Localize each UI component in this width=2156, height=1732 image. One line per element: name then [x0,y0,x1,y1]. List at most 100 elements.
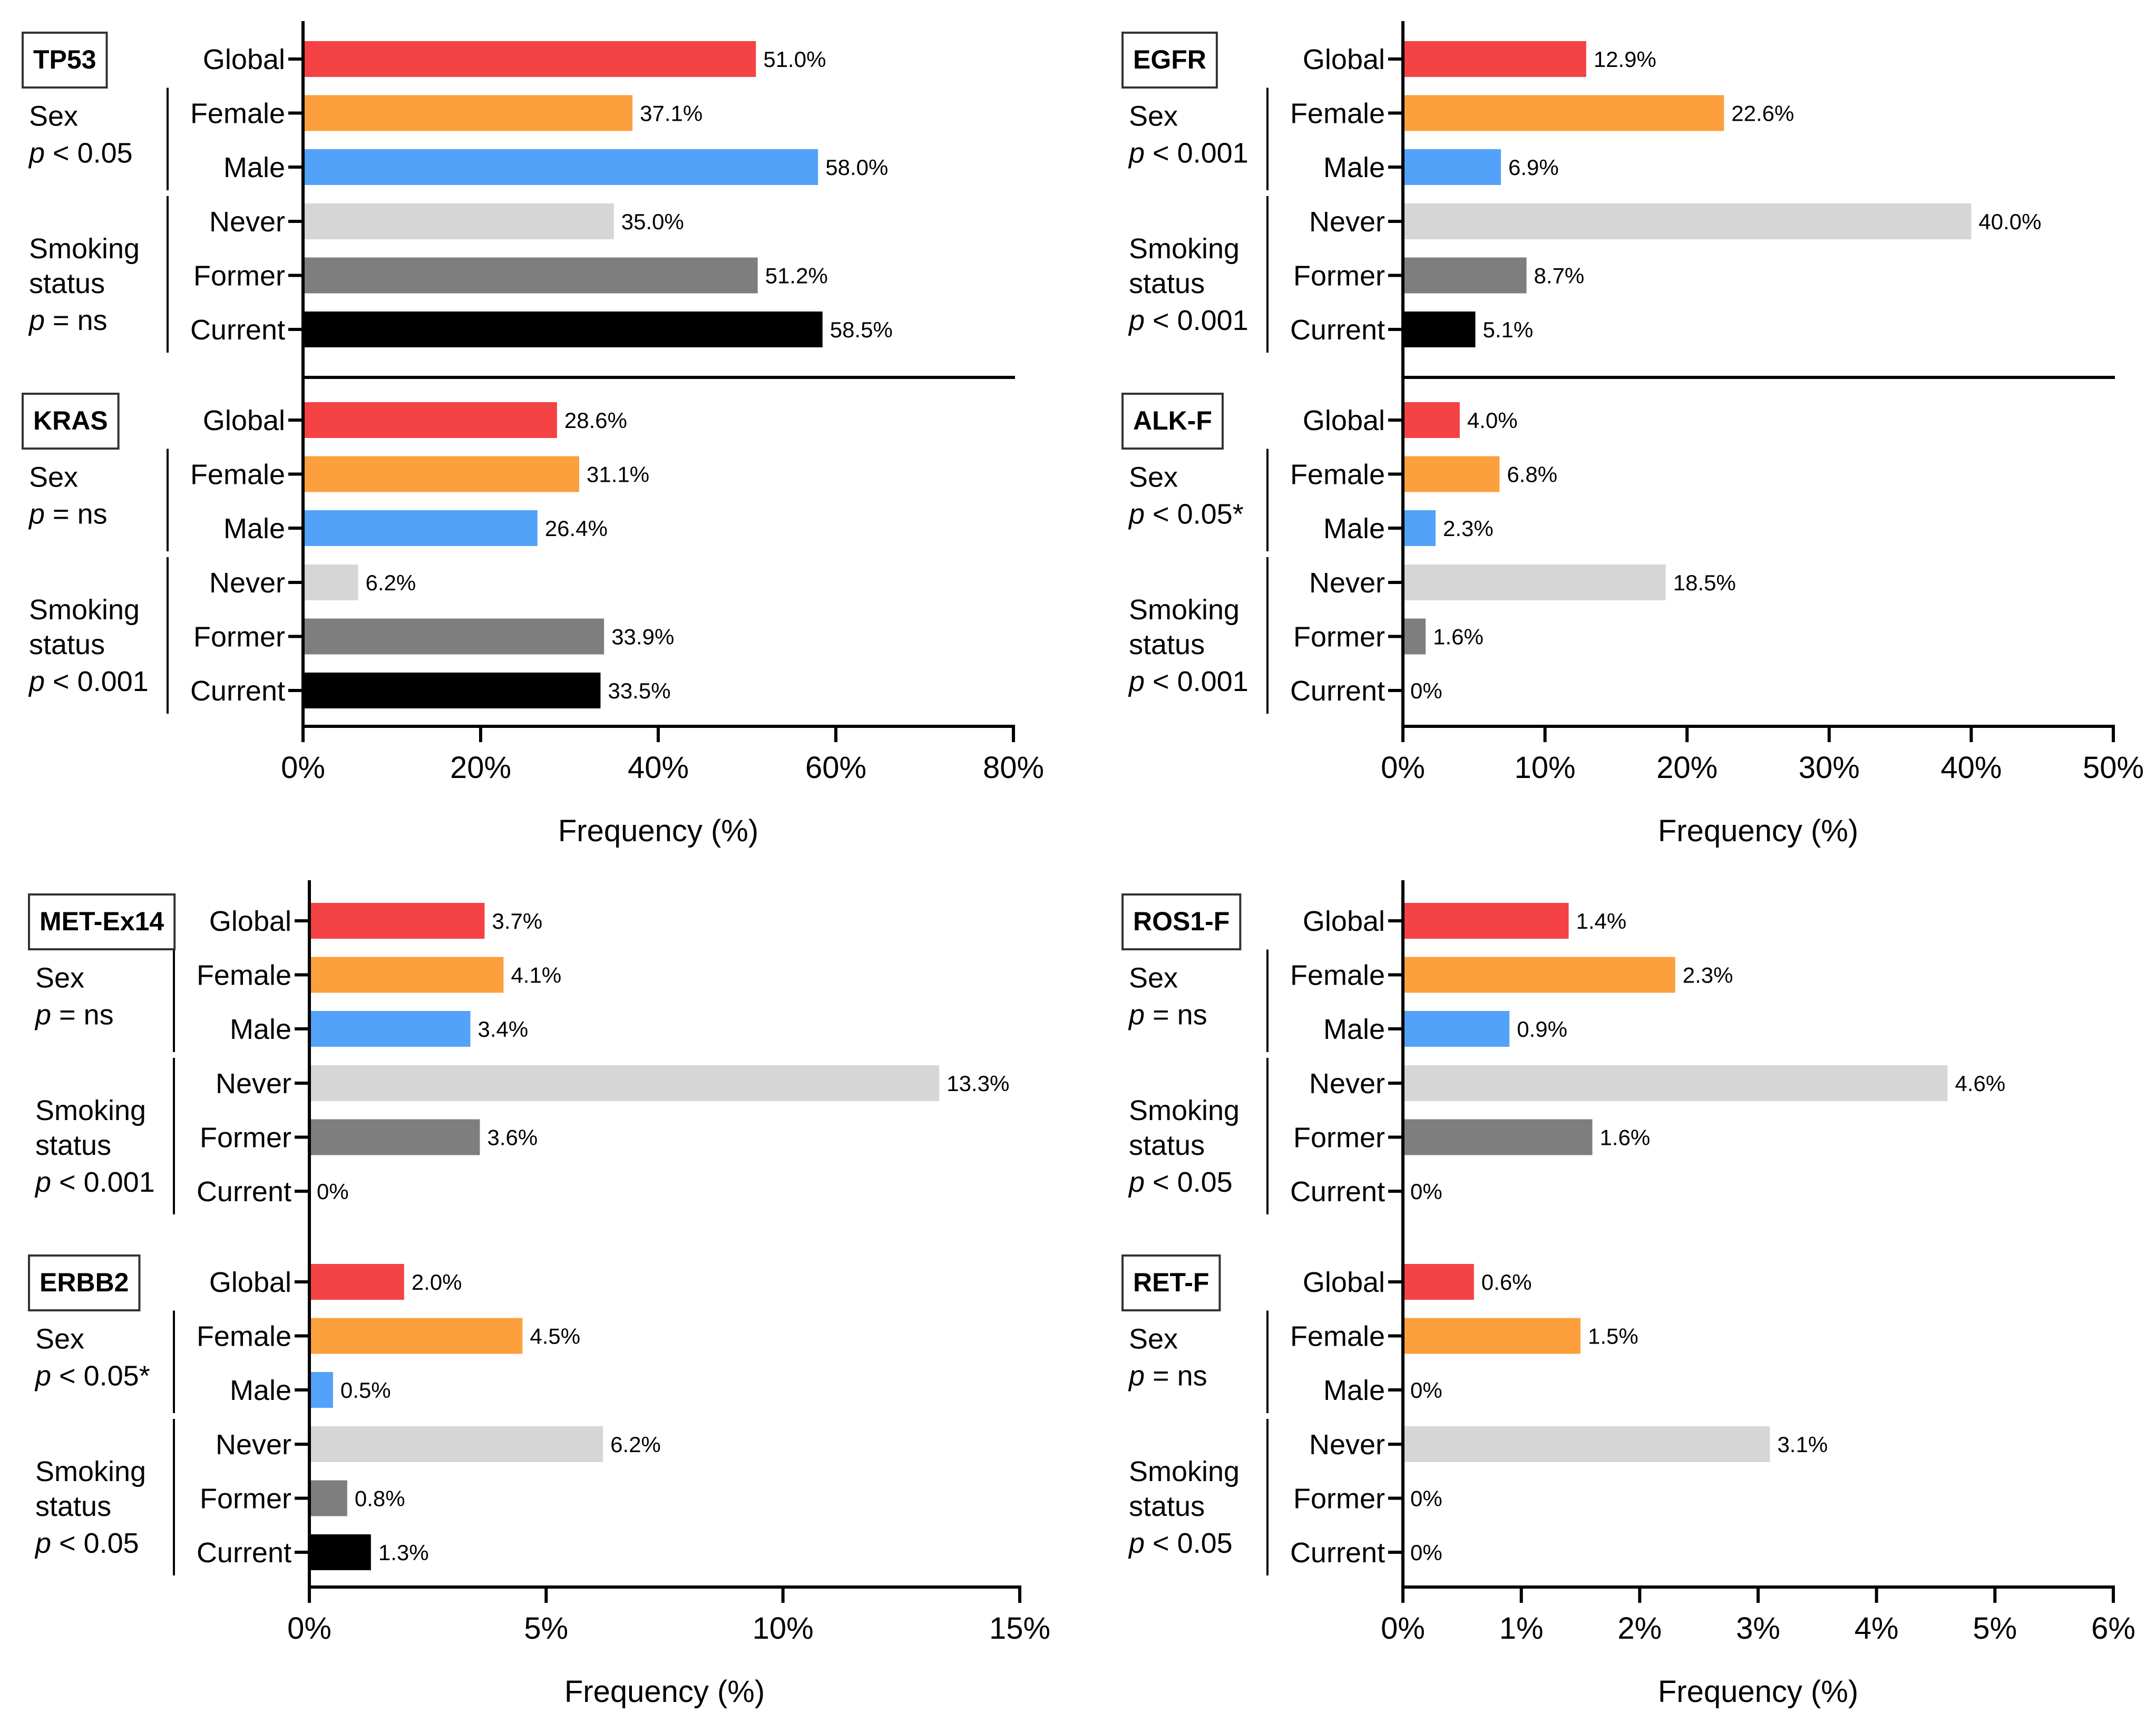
erbb2-sex-label: Sex [35,1324,84,1355]
x-tick-label: 0% [1381,751,1425,785]
met-ex14-sex-label: Sex [35,962,84,994]
met-ex14-value-label: 0% [317,1179,349,1204]
egfr-bar-former [1403,257,1527,294]
x-tick-label: 15% [989,1611,1050,1646]
egfr-value-label: 5.1% [1482,317,1533,342]
erbb2-value-label: 6.2% [610,1432,661,1457]
kras-value-label: 26.4% [545,516,608,541]
ret-f-bar-female [1403,1318,1581,1354]
ret-f-value-label: 0% [1410,1540,1442,1565]
ros1-f-status-label: status [1129,1130,1205,1161]
erbb2-bar-former [309,1480,347,1516]
alk-f-bar-never [1403,565,1666,600]
kras-bar-former [303,618,604,655]
ros1-f-value-label: 1.4% [1576,909,1627,933]
erbb2-bar-male [309,1372,333,1408]
egfr-category-label-global: Global [1303,44,1385,75]
tp53-smoking-p-value: p = ns [28,305,108,336]
x-tick-label: 5% [524,1611,568,1646]
met-ex14-bar-male [309,1011,471,1047]
tp53-bar-male [303,149,818,185]
alk-f-bar-male [1403,510,1436,546]
egfr-value-label: 6.9% [1508,155,1559,180]
egfr-bar-current [1403,312,1476,347]
egfr-bar-global [1403,41,1586,77]
kras-bar-current [303,673,601,708]
ret-f-category-label-female: Female [1290,1321,1385,1352]
alk-f-value-label: 6.8% [1507,462,1557,487]
egfr-sex-p-value: p < 0.001 [1128,138,1248,169]
tp53-status-label: status [29,268,105,299]
egfr-bar-male [1403,149,1501,185]
alk-f-value-label: 1.6% [1433,625,1484,649]
met-ex14-gene-box [28,893,176,950]
met-ex14-value-label: 3.6% [487,1125,538,1150]
erbb2-value-label: 2.0% [412,1270,462,1295]
erbb2-category-label-former: Former [200,1483,291,1515]
ret-f-category-label-former: Former [1293,1483,1385,1515]
egfr-bar-female [1403,95,1724,131]
alk-f-value-label: 0% [1410,678,1442,703]
x-tick-label: 2% [1617,1611,1662,1646]
alk-f-gene-label: ALK-F [1133,406,1212,435]
kras-value-label: 6.2% [365,570,416,595]
egfr-value-label: 22.6% [1731,101,1794,126]
tp53-bar-female [303,95,633,131]
erbb2-category-label-male: Male [230,1375,291,1406]
ros1-f-bar-global [1403,903,1569,939]
ret-f-value-label: 0% [1410,1378,1442,1403]
alk-f-sex-p-value: p < 0.05* [1128,499,1244,530]
kras-category-label-former: Former [193,621,285,653]
alk-f-bar-female [1403,456,1500,492]
x-tick-label: 40% [628,751,689,785]
ret-f-bar-never [1403,1426,1770,1462]
alk-f-category-label-male: Male [1323,513,1385,544]
ret-f-sex-p-value: p = ns [1128,1360,1207,1392]
kras-value-label: 31.1% [587,462,649,487]
met-ex14-value-label: 4.1% [511,963,561,988]
ros1-f-category-label-female: Female [1290,960,1385,991]
egfr-value-label: 40.0% [1978,209,2041,234]
ret-f-value-label: 0.6% [1481,1270,1532,1295]
egfr-category-label-female: Female [1290,98,1385,130]
x-tick-label: 60% [805,751,866,785]
kras-category-label-male: Male [223,513,285,544]
tp53-gene-label: TP53 [33,45,96,74]
tp53-sex-p-value: p < 0.05 [28,138,133,169]
x-tick-label: 10% [753,1611,814,1646]
ros1-f-smoking-p-value: p < 0.05 [1128,1166,1233,1198]
met-ex14-category-label-never: Never [216,1068,291,1099]
kras-bar-male [303,510,538,546]
erbb2-bar-global [309,1264,404,1300]
egfr-status-label: status [1129,268,1205,299]
erbb2-smoking-label: Smoking [35,1456,146,1487]
met-ex14-bar-never [309,1065,940,1101]
ros1-f-gene-label: ROS1-F [1133,907,1230,936]
met-ex14-category-label-global: Global [209,906,291,937]
tp53-category-label-former: Former [193,260,285,292]
x-tick-label: 20% [450,751,511,785]
erbb2-category-label-female: Female [197,1321,291,1352]
x-tick-label: 30% [1799,751,1860,785]
ret-f-category-label-male: Male [1323,1375,1385,1406]
ret-f-gene-box [1121,1254,1221,1311]
egfr-smoking-p-value: p < 0.001 [1128,305,1248,336]
kras-gene-label: KRAS [33,406,108,435]
tp53-value-label: 51.0% [763,47,826,72]
egfr-value-label: 12.9% [1594,47,1656,72]
tp53-gene-box [22,32,108,89]
tp53-value-label: 58.0% [825,155,888,180]
kras-category-label-global: Global [203,405,285,436]
ros1-f-bar-never [1403,1065,1948,1101]
ret-f-value-label: 3.1% [1777,1432,1828,1457]
x-tick-label: 6% [2091,1611,2135,1646]
alk-f-smoking-p-value: p < 0.001 [1128,666,1248,697]
kras-status-label: status [29,629,105,660]
erbb2-bar-current [309,1534,371,1570]
x-tick-label: 10% [1515,751,1576,785]
kras-value-label: 33.9% [611,625,674,649]
kras-category-label-never: Never [209,567,285,599]
ros1-f-value-label: 4.6% [1955,1071,2005,1096]
